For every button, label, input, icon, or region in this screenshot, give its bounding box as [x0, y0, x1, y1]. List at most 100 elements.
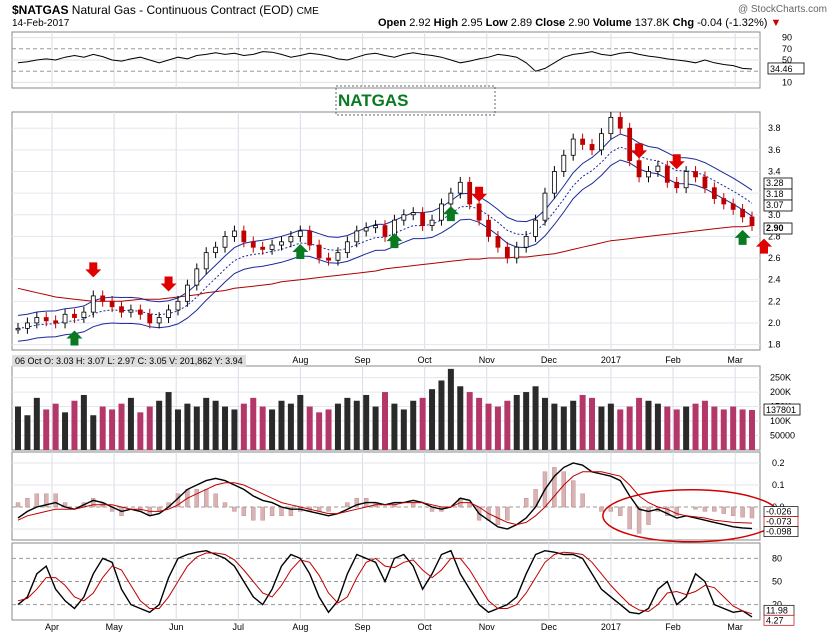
macd-histogram-bar — [561, 471, 566, 508]
macd-histogram-bar — [627, 506, 632, 530]
price-candle-body — [683, 171, 689, 189]
price-candle-body — [260, 246, 266, 250]
price-candle-body — [693, 171, 698, 178]
volume-bar — [344, 397, 351, 450]
price-candle-body — [504, 246, 510, 259]
macd-value-tag-label: -0.026 — [766, 507, 792, 517]
macd-histogram-bar — [580, 493, 585, 508]
sto-x-tick-label: May — [106, 622, 124, 632]
price-candle-body — [109, 300, 115, 308]
date-label: 14-Feb-2017 — [12, 18, 70, 29]
macd-histogram-bar — [552, 467, 557, 508]
volume-bar — [504, 400, 511, 450]
price-value-tag-label: 3.28 — [766, 178, 784, 188]
volume-bar — [711, 406, 718, 450]
volume-bar — [579, 394, 586, 450]
price-candle-body — [674, 181, 680, 189]
volume-bar — [523, 392, 530, 450]
price-value-tag — [763, 199, 793, 212]
volume-bar — [212, 400, 219, 450]
price-candle-body — [457, 181, 463, 194]
price-candle-body — [523, 236, 529, 248]
volume-bar — [626, 406, 633, 450]
price-candle-body — [627, 127, 633, 162]
volume-bar — [222, 406, 229, 450]
macd-y-tick-label: 0.1 — [772, 480, 785, 490]
macd-signal-line — [17, 471, 753, 526]
price-candle-body — [269, 244, 275, 250]
chg-value: -0.04 (-1.32%) — [697, 17, 768, 29]
price-candle-body — [533, 219, 538, 237]
sell-arrow-icon — [160, 276, 177, 292]
price-candle-body — [62, 313, 68, 324]
price-candle-body — [81, 311, 87, 318]
volume-bar — [43, 409, 50, 450]
volume-bar — [541, 397, 548, 450]
price-candle-body — [655, 165, 661, 172]
price-candle-body — [194, 268, 200, 286]
macd-histogram-bar — [354, 498, 359, 508]
sto-y-tick-label: 80 — [772, 553, 782, 563]
macd-histogram-bar — [279, 506, 284, 517]
price-candle-body — [580, 138, 586, 145]
price-value-tag-label: 3.18 — [766, 189, 784, 199]
macd-histogram-bar — [411, 502, 416, 508]
price-candle-body — [730, 203, 736, 210]
price-candle-body — [25, 322, 30, 329]
volume-bar — [325, 409, 332, 450]
macd-histogram-bar — [495, 506, 501, 525]
chart-title: $NATGAS Natural Gas - Continuous Contrac… — [12, 3, 319, 17]
volume-bar — [297, 394, 304, 450]
price-candle-body — [702, 176, 708, 189]
sell-arrow-icon — [631, 143, 648, 159]
price-candle-body — [599, 133, 604, 151]
price-y-tick-label: 2.6 — [768, 253, 781, 263]
macd-histogram-bar — [523, 498, 529, 508]
low-label: Low — [485, 17, 508, 29]
volume-bar — [589, 397, 596, 450]
rsi-value-tag-label: 34.46 — [770, 64, 793, 74]
price-candle-body — [420, 212, 426, 226]
price-x-tick-label: 2017 — [601, 355, 621, 365]
volume-bar — [334, 403, 341, 450]
volume-bar — [203, 397, 210, 450]
volume-bar — [118, 403, 125, 450]
price-x-tick-label: Oct — [418, 355, 433, 365]
price-candle-body — [636, 160, 642, 178]
volume-bar — [636, 397, 643, 450]
sto-x-tick-label: Jun — [169, 622, 184, 632]
volume-bar — [62, 412, 69, 450]
price-candle-body — [175, 300, 181, 311]
volume-bar — [165, 392, 172, 450]
macd-histogram-bar — [505, 506, 510, 521]
volume-bar — [617, 409, 624, 450]
price-y-tick-label: 1.8 — [768, 340, 781, 350]
macd-histogram-bar — [53, 493, 58, 508]
rsi-line — [17, 51, 753, 72]
price-x-tick-label: Aug — [292, 355, 308, 365]
price-candle-body — [570, 138, 576, 156]
buy-arrow-icon — [386, 233, 403, 249]
macd-histogram-bar — [608, 506, 614, 512]
volume-bar — [607, 403, 614, 450]
sto-x-tick-label: Nov — [479, 622, 496, 632]
price-candle-body — [166, 309, 171, 318]
price-candle-body — [589, 144, 595, 151]
price-candle-body — [401, 214, 407, 221]
volume-bar — [494, 406, 501, 450]
price-x-tick-label: Nov — [479, 355, 496, 365]
sto-d-line — [17, 551, 753, 615]
macd-histogram-bar — [599, 506, 604, 512]
volume-bar — [353, 400, 360, 450]
sto-x-tick-label: Oct — [418, 622, 433, 632]
volume-y-tick-label: 50000 — [770, 431, 795, 441]
rsi-y-tick-label: 70 — [782, 44, 792, 54]
price-candle-body — [467, 181, 473, 205]
price-y-tick-label: 2.0 — [768, 318, 781, 328]
price-value-tag — [763, 222, 793, 235]
price-y-tick-label: 3.8 — [768, 123, 781, 133]
price-candle-body — [608, 117, 614, 135]
price-candle-body — [542, 192, 548, 221]
macd-histogram-bar — [326, 506, 331, 512]
